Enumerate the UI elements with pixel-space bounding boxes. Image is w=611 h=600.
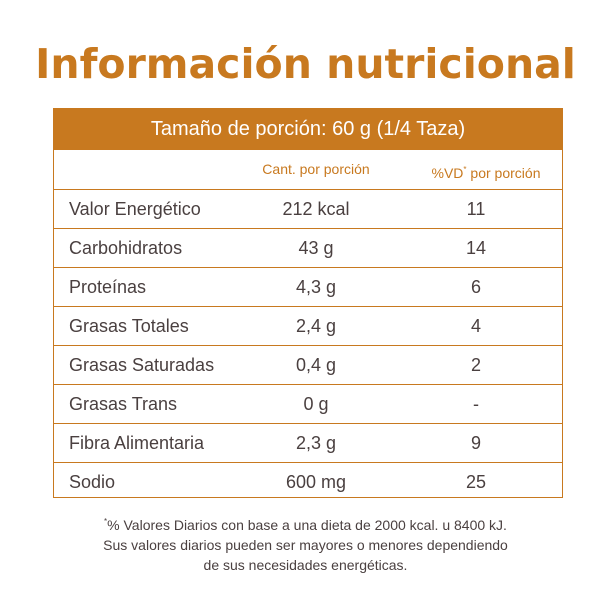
table-row: Grasas Trans 0 g - [54, 385, 562, 424]
serving-size-header: Tamaño de porción: 60 g (1/4 Taza) [54, 109, 562, 150]
nutrient-daily-value: 6 [470, 277, 481, 297]
nutrition-table: Tamaño de porción: 60 g (1/4 Taza) Cant.… [53, 108, 563, 498]
table-row: Grasas Totales 2,4 g 4 [54, 307, 562, 346]
table-row: Fibra Alimentaria 2,3 g 9 [54, 424, 562, 463]
nutrient-name: Grasas Trans [69, 394, 178, 414]
nutrient-name: Carbohidratos [69, 238, 183, 258]
footnote-line-1: *% Valores Diarios con base a una dieta … [104, 517, 507, 533]
table-row: Carbohidratos 43 g 14 [54, 229, 562, 268]
nutrient-daily-value: 25 [465, 472, 487, 492]
nutrient-amount: 2,4 g [295, 316, 337, 336]
nutrient-name: Grasas Saturadas [69, 355, 215, 375]
nutrient-amount: 212 kcal [282, 199, 350, 219]
daily-value-footnote: *% Valores Diarios con base a una dieta … [0, 512, 611, 575]
footnote-line-2: Sus valores diarios pueden ser mayores o… [103, 537, 508, 553]
nutrient-amount: 0,4 g [295, 355, 337, 375]
nutrient-daily-value: - [473, 394, 479, 414]
nutrient-name: Grasas Totales [69, 316, 189, 336]
nutrient-amount: 0 g [303, 394, 329, 414]
nutrient-daily-value: 4 [470, 316, 481, 336]
nutrient-amount: 43 g [298, 238, 334, 258]
table-row: Grasas Saturadas 0,4 g 2 [54, 346, 562, 385]
daily-value-column-header: %VD* por porción [431, 165, 541, 181]
column-header-row: Cant. por porción %VD* por porción [54, 150, 562, 190]
nutrient-name: Valor Energético [69, 199, 201, 219]
nutrient-amount: 600 mg [285, 472, 347, 492]
table-row: Sodio 600 mg 25 [54, 463, 562, 502]
nutrient-daily-value: 9 [470, 433, 481, 453]
nutrient-amount: 4,3 g [295, 277, 337, 297]
nutrient-daily-value: 11 [466, 199, 486, 219]
nutrient-daily-value: 14 [465, 238, 487, 258]
table-row: Proteínas 4,3 g 6 [54, 268, 562, 307]
nutrient-amount: 2,3 g [295, 433, 337, 453]
nutrient-daily-value: 2 [470, 355, 481, 375]
nutrient-name: Fibra Alimentaria [69, 433, 205, 453]
page-title: Información nutricional [35, 40, 576, 88]
footnote-line-3: de sus necesidades energéticas. [203, 557, 408, 573]
nutrient-name: Proteínas [69, 277, 147, 297]
table-row: Valor Energético 212 kcal 11 [54, 190, 562, 229]
nutrient-name: Sodio [69, 472, 116, 492]
amount-column-header: Cant. por porción [262, 161, 370, 177]
